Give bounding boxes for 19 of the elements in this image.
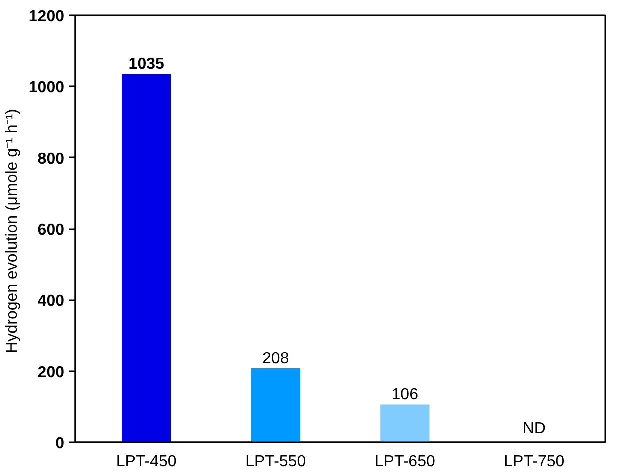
y-tick-label: 400 <box>38 293 65 310</box>
text: ND <box>522 420 546 438</box>
y-tick-label: 800 <box>38 150 65 168</box>
data-label: 1035 <box>128 56 164 74</box>
x-tick-label: LPT-450 <box>116 454 177 470</box>
y-tick-label: 0 <box>56 436 65 452</box>
bar <box>122 74 172 442</box>
data-label: 106 <box>392 386 419 404</box>
y-tick-label: 200 <box>38 364 65 382</box>
x-tick-label: LPT-750 <box>504 454 565 470</box>
bar <box>251 368 300 442</box>
y-tick-label: 600 <box>38 222 65 239</box>
data-label: 208 <box>262 350 290 368</box>
y-axis-title: Hydrogen evolution (μmole g⁻¹ h⁻¹) <box>4 109 21 354</box>
x-tick-label: LPT-650 <box>374 454 436 470</box>
y-tick-label: 1000 <box>28 80 65 97</box>
bar <box>380 404 430 442</box>
y-tick-label: 1200 <box>28 8 65 26</box>
x-tick-label: LPT-550 <box>246 454 306 470</box>
